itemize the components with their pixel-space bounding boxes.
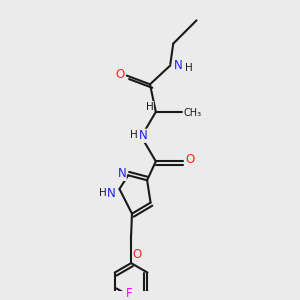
Text: O: O xyxy=(116,68,125,81)
Text: H: H xyxy=(185,63,193,73)
Text: H: H xyxy=(146,101,153,112)
Text: F: F xyxy=(126,287,133,300)
Text: O: O xyxy=(133,248,142,261)
Text: N: N xyxy=(117,167,126,180)
Text: N: N xyxy=(107,187,116,200)
Text: N: N xyxy=(139,129,148,142)
Text: N: N xyxy=(174,59,183,72)
Text: H: H xyxy=(130,130,138,140)
Text: O: O xyxy=(185,153,194,166)
Text: H: H xyxy=(99,188,106,198)
Text: CH₃: CH₃ xyxy=(183,108,201,118)
